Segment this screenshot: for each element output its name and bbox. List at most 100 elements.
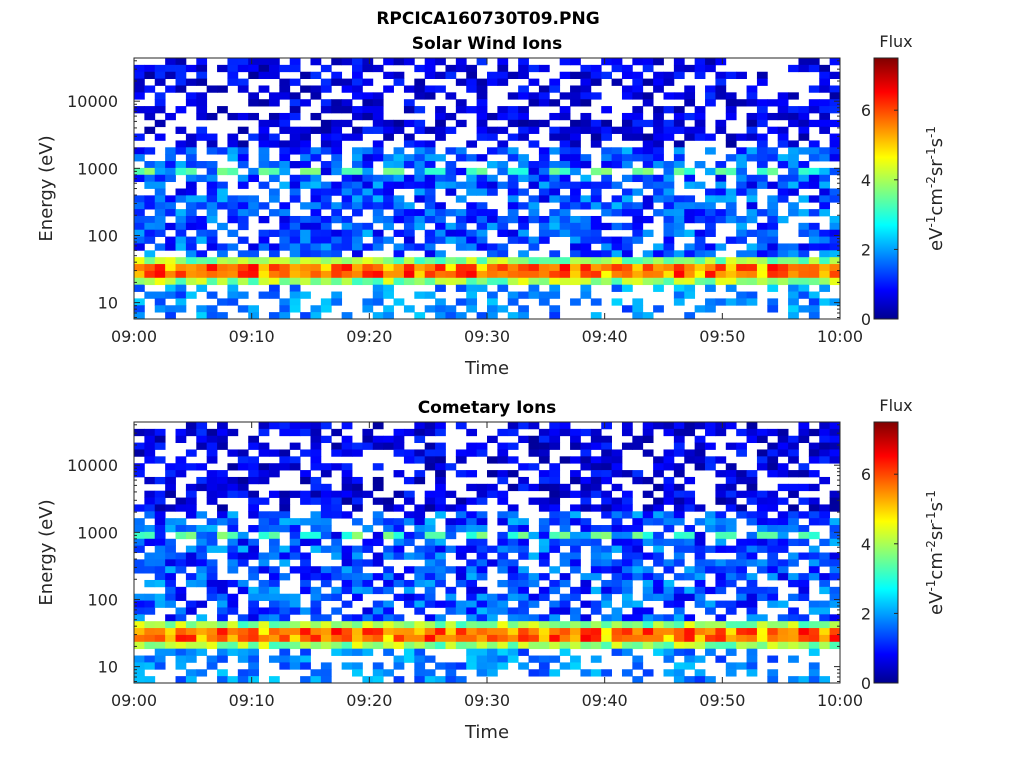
- heatmap-cell: [206, 229, 218, 237]
- heatmap-cell: [227, 525, 239, 533]
- heatmap-cell: [352, 58, 363, 66]
- heatmap-cell: [362, 435, 374, 444]
- heatmap-cell: [673, 504, 685, 512]
- heatmap-cell: [196, 614, 208, 622]
- heatmap-cell: [673, 270, 685, 279]
- colorbar-label: eV-1cm-2sr-1s-1: [924, 490, 947, 615]
- heatmap-cell: [154, 552, 166, 560]
- heatmap-cell: [362, 579, 374, 588]
- heatmap-cell: [258, 463, 270, 471]
- heatmap-cell: [559, 181, 571, 189]
- heatmap-cell: [549, 428, 561, 437]
- heatmap-cell: [788, 483, 799, 492]
- heatmap-cell: [829, 147, 841, 155]
- heatmap-cell: [705, 284, 716, 292]
- heatmap-cell: [455, 264, 467, 272]
- heatmap-cell: [206, 442, 218, 450]
- heatmap-cell: [466, 497, 478, 505]
- heatmap-cell: [819, 154, 831, 162]
- heatmap-cell: [549, 229, 561, 237]
- heatmap-cell: [196, 174, 208, 183]
- heatmap-cell: [580, 64, 592, 73]
- heatmap-cell: [217, 85, 228, 93]
- heatmap-cell: [590, 669, 602, 677]
- heatmap-cell: [684, 243, 696, 251]
- heatmap-cell: [767, 428, 779, 437]
- heatmap-cell: [621, 552, 633, 560]
- heatmap-cell: [258, 476, 270, 485]
- heatmap-cell: [673, 257, 685, 265]
- heatmap-cell: [580, 284, 592, 292]
- heatmap-cell: [518, 257, 529, 265]
- heatmap-cell: [767, 600, 779, 608]
- heatmap-cell: [268, 449, 280, 457]
- heatmap-cell: [528, 78, 540, 86]
- heatmap-cell: [663, 511, 675, 519]
- heatmap-cell: [570, 236, 581, 244]
- heatmap-cell: [310, 167, 322, 176]
- heatmap-cell: [393, 298, 405, 306]
- heatmap-cell: [237, 586, 249, 595]
- heatmap-cell: [175, 284, 187, 292]
- heatmap-cell: [611, 641, 623, 650]
- heatmap-cell: [362, 545, 374, 553]
- heatmap-cell: [289, 264, 301, 272]
- heatmap-cell: [590, 586, 602, 595]
- heatmap-cell: [798, 126, 810, 134]
- heatmap-cell: [362, 298, 374, 306]
- heatmap-cell: [788, 188, 799, 196]
- heatmap-cell: [642, 634, 654, 643]
- heatmap-cell: [590, 188, 602, 196]
- heatmap-cell: [455, 298, 467, 306]
- heatmap-cell: [642, 566, 654, 574]
- heatmap-cell: [331, 586, 343, 595]
- heatmap-cell: [144, 490, 156, 498]
- heatmap-cell: [435, 676, 446, 684]
- heatmap-cell: [372, 600, 384, 608]
- heatmap-cell: [154, 497, 166, 505]
- heatmap-cell: [279, 236, 291, 244]
- heatmap-cell: [268, 600, 280, 608]
- heatmap-cell: [736, 586, 747, 595]
- heatmap-cell: [331, 428, 343, 437]
- heatmap-cell: [279, 593, 291, 601]
- heatmap-cell: [601, 579, 612, 588]
- heatmap-cell: [414, 257, 426, 265]
- heatmap-cell: [154, 133, 166, 141]
- heatmap-cell: [611, 257, 623, 265]
- heatmap-cell: [279, 312, 291, 320]
- heatmap-cell: [621, 250, 633, 258]
- heatmap-cell: [611, 284, 623, 292]
- heatmap-cell: [403, 161, 415, 169]
- heatmap-cell: [165, 593, 176, 601]
- heatmap-cell: [715, 579, 727, 588]
- heatmap-cell: [538, 483, 550, 492]
- heatmap-cell: [217, 641, 228, 650]
- heatmap-cell: [559, 593, 571, 601]
- heatmap-cell: [372, 126, 384, 134]
- heatmap-cell: [528, 463, 540, 471]
- heatmap-cell: [331, 106, 343, 114]
- heatmap-cell: [227, 593, 239, 601]
- heatmap-cell: [549, 78, 561, 86]
- heatmap-cell: [455, 222, 467, 231]
- heatmap-cell: [300, 449, 311, 457]
- heatmap-cell: [227, 270, 239, 279]
- heatmap-cell: [746, 243, 758, 251]
- heatmap-cell: [746, 112, 758, 121]
- heatmap-cell: [663, 566, 675, 574]
- heatmap-cell: [684, 195, 696, 203]
- heatmap-cell: [653, 559, 664, 567]
- heatmap-cell: [538, 161, 550, 169]
- heatmap-cell: [414, 92, 426, 100]
- heatmap-cell: [217, 511, 228, 519]
- heatmap-cell: [300, 277, 311, 286]
- heatmap-cell: [258, 621, 270, 629]
- heatmap-cell: [487, 161, 498, 169]
- heatmap-cell: [538, 119, 550, 128]
- heatmap-cell: [248, 58, 259, 66]
- heatmap-cell: [154, 277, 166, 286]
- heatmap-cell: [185, 634, 197, 643]
- heatmap-cell: [466, 449, 478, 457]
- heatmap-cell: [715, 195, 727, 203]
